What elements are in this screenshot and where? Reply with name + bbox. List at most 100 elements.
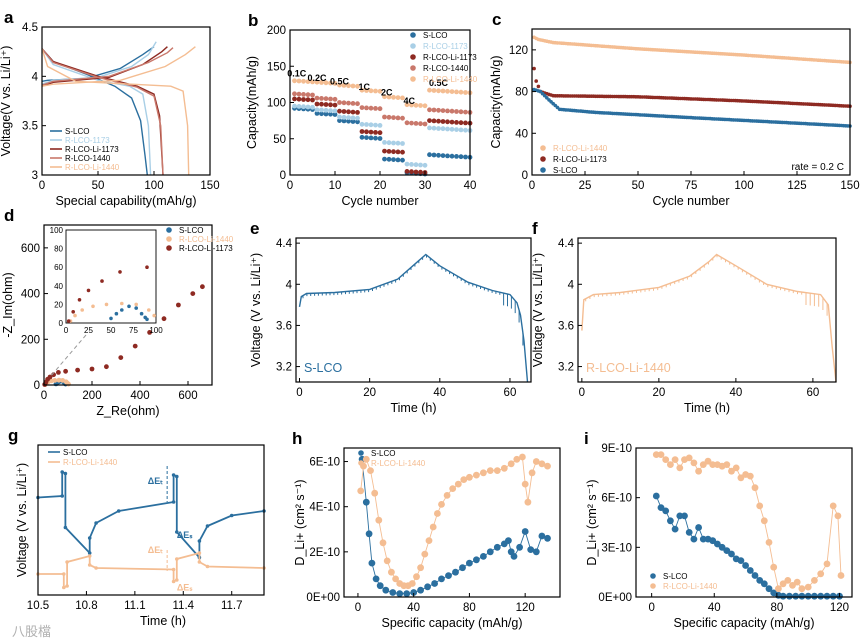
b-legend-label: R-LCO-1440 (423, 64, 469, 73)
b-rate-label: 0.1C (287, 68, 307, 78)
b-y-axis-label: Capacity(mAh/g) (245, 56, 259, 149)
d-point-R-LCO-Li-1173 (118, 355, 124, 360)
d-x-tick-label: 200 (82, 390, 101, 402)
b-rate-label: 0.5C (429, 78, 449, 88)
f-x-tick-label: 20 (652, 387, 665, 399)
b-point-R-LCO-Li-1440 (404, 102, 410, 108)
b-legend-label: R-LCO-1173 (423, 42, 468, 51)
g-point-R-LCO-Li-1440 (205, 564, 210, 569)
f-y-axis-label: Voltage (V vs. Li/Li⁺) (531, 253, 545, 367)
b-point-R-LCO-Li-1440 (445, 88, 450, 94)
b-point-R-LCO-1440 (346, 100, 351, 106)
i-point-R-LCO-Li-1440 (732, 464, 740, 472)
h-point-S-LCO (538, 532, 546, 540)
a-y-tick-label: 4.5 (22, 22, 38, 34)
b-point-R-LCO-1173 (332, 108, 338, 114)
b-point-R-LCO-1173 (359, 121, 365, 127)
i-point-R-LCO-Li-1440 (789, 582, 796, 589)
a-legend-label: S-LCO (65, 127, 89, 136)
g-x-tick-label: 10.5 (27, 600, 49, 612)
b-point-R-LCO-Li-1440 (413, 102, 419, 108)
b-point-R-LCO-Li-1173 (440, 119, 446, 124)
i-point-S-LCO (690, 535, 698, 543)
i-point-R-LCO-Li-1440 (770, 563, 778, 571)
c-y-tick-label: 80 (515, 87, 528, 99)
b-point-R-LCO-1440 (350, 101, 356, 106)
h-point-R-LCO-Li-1440 (524, 498, 532, 506)
d-inset-point-S-LCO (145, 317, 149, 322)
i-point-S-LCO (746, 567, 754, 574)
a-y-tick-label: 4 (32, 71, 39, 83)
i-point-S-LCO (667, 517, 674, 525)
b-point-R-LCO-1440 (404, 120, 410, 126)
g-point-R-LCO-Li-1440 (65, 560, 69, 564)
g-annotation: ΔEₜ (148, 545, 163, 555)
d-inset-connector (49, 334, 87, 378)
i-y-tick-label: 0E+00 (598, 592, 632, 604)
h-point-R-LCO-Li-1440 (460, 476, 468, 483)
g-point-S-LCO (60, 470, 64, 474)
b-x-tick-label: 0 (287, 180, 293, 192)
b-point-R-LCO-1440 (463, 109, 468, 115)
i-point-S-LCO (657, 504, 665, 511)
b-point-R-LCO-1173 (364, 122, 369, 127)
a-y-axis-label: Voltage(V vs. Li/Li⁺) (0, 46, 13, 157)
b-point-R-LCO-1173 (422, 162, 428, 168)
h-plot-frame (343, 447, 561, 598)
a-panel-label: a (4, 8, 14, 27)
d-inset-y-tick-label: 100 (50, 226, 64, 235)
b-point-R-LCO-Li-1173 (431, 118, 437, 124)
b-point-R-LCO-1440 (314, 95, 320, 101)
i-point-R-LCO-Li-1440 (765, 539, 773, 546)
b-point-R-LCO-1440 (418, 121, 423, 127)
b-point-R-LCO-Li-1440 (436, 88, 441, 94)
b-point-S-LCO (350, 119, 356, 124)
d-point-R-LCO-Li-1173 (132, 343, 138, 349)
c-y-axis-label: Capacity(mAh/g) (489, 55, 503, 148)
b-point-R-LCO-Li-1440 (454, 89, 459, 95)
b-point-R-LCO-Li-1440 (292, 78, 297, 84)
h-point-S-LCO (532, 548, 540, 556)
g-y-axis-label: Voltage (V vs. Li/Li⁺) (15, 463, 29, 577)
b-point-R-LCO-Li-1173 (445, 119, 450, 125)
g-point-R-LCO-Li-1440 (175, 578, 179, 582)
h-point-R-LCO-Li-1440 (379, 539, 387, 547)
b-y-tick-label: 200 (267, 25, 286, 37)
h-point-S-LCO (438, 575, 445, 583)
b-point-R-LCO-Li-1173 (359, 129, 365, 134)
b-legend-swatch (410, 54, 416, 60)
a-legend-label: R-LCO-Li-1173 (65, 145, 119, 154)
b-point-R-LCO-1440 (301, 92, 306, 97)
f-y-tick-label: 3.6 (558, 320, 574, 332)
b-point-R-LCO-Li-1173 (301, 97, 306, 102)
h-point-S-LCO (424, 583, 431, 591)
d-legend-label: S-LCO (179, 226, 203, 235)
i-point-R-LCO-Li-1440 (657, 451, 665, 458)
i-point-S-LCO (676, 512, 684, 520)
f-y-tick-label: 4 (568, 279, 575, 291)
i-point-R-LCO-Li-1440 (823, 560, 831, 568)
b-point-R-LCO-1440 (409, 120, 414, 126)
i-point-R-LCO-Li-1440 (834, 512, 842, 520)
h-point-R-LCO-Li-1440 (466, 473, 473, 481)
h-point-S-LCO (493, 543, 501, 551)
i-point-R-LCO-Li-1440 (817, 570, 825, 578)
d-x-tick-label: 600 (178, 390, 197, 402)
i-point-S-LCO (718, 543, 726, 551)
b-point-R-LCO-1173 (314, 107, 320, 113)
g-point-R-LCO-Li-1440 (171, 579, 176, 584)
d-point-R-LCO-Li-1173 (89, 366, 95, 372)
d-inset-point-S-LCO (134, 306, 138, 310)
b-point-S-LCO (346, 118, 351, 124)
b-x-tick-label: 20 (374, 180, 387, 192)
i-point-R-LCO-Li-1440 (784, 577, 792, 584)
d-inset-point-S-LCO (127, 304, 131, 309)
b-point-R-LCO-1440 (341, 100, 347, 106)
b-x-axis-label: Cycle number (341, 194, 418, 208)
b-point-R-LCO-1173 (454, 127, 459, 132)
i-point-R-LCO-Li-1440 (798, 585, 806, 593)
d-point-R-LCO-Li-1440 (66, 381, 71, 387)
b-point-R-LCO-1173 (341, 114, 347, 120)
g-point-R-LCO-Li-1440 (62, 585, 66, 590)
c-panel-label: c (492, 10, 501, 29)
